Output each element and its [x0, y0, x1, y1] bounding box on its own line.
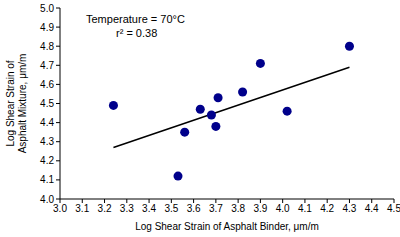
svg-text:3.2: 3.2	[98, 203, 112, 214]
svg-text:4.9: 4.9	[40, 22, 54, 33]
svg-text:4.0: 4.0	[276, 203, 290, 214]
svg-text:4.0: 4.0	[40, 194, 54, 205]
svg-text:3.7: 3.7	[209, 203, 223, 214]
svg-text:3.6: 3.6	[187, 203, 201, 214]
svg-text:3.0: 3.0	[53, 203, 67, 214]
svg-text:4.7: 4.7	[40, 60, 54, 71]
svg-text:5.0: 5.0	[40, 3, 54, 14]
svg-text:3.8: 3.8	[231, 203, 245, 214]
svg-text:3.9: 3.9	[253, 203, 267, 214]
svg-text:3.3: 3.3	[120, 203, 134, 214]
svg-text:3.4: 3.4	[142, 203, 156, 214]
svg-text:4.4: 4.4	[365, 203, 379, 214]
svg-text:4.1: 4.1	[298, 203, 312, 214]
svg-text:4.2: 4.2	[320, 203, 334, 214]
html-text:r² = 0.38: r² = 0.38	[116, 27, 158, 39]
svg-text:4.5: 4.5	[40, 98, 54, 109]
svg-text:Log Shear Strain of Asphalt Bi: Log Shear Strain of Asphalt Binder, μm/m	[135, 221, 319, 232]
html-text:Temperature = 70°C: Temperature = 70°C	[86, 13, 185, 25]
svg-text:4.8: 4.8	[40, 41, 54, 52]
svg-text:3.5: 3.5	[164, 203, 178, 214]
svg-text:4.2: 4.2	[40, 155, 54, 166]
svg-text:4.5: 4.5	[387, 203, 392, 214]
svg-text:Log Shear Strain ofAsphalt Mix: Log Shear Strain ofAsphalt Mixture, μm/m	[8, 54, 28, 154]
svg-text:4.3: 4.3	[40, 136, 54, 147]
svg-text:4.1: 4.1	[40, 174, 54, 185]
svg-text:4.3: 4.3	[343, 203, 357, 214]
svg-text:4.4: 4.4	[40, 117, 54, 128]
svg-text:3.1: 3.1	[75, 203, 89, 214]
svg-text:4.6: 4.6	[40, 79, 54, 90]
